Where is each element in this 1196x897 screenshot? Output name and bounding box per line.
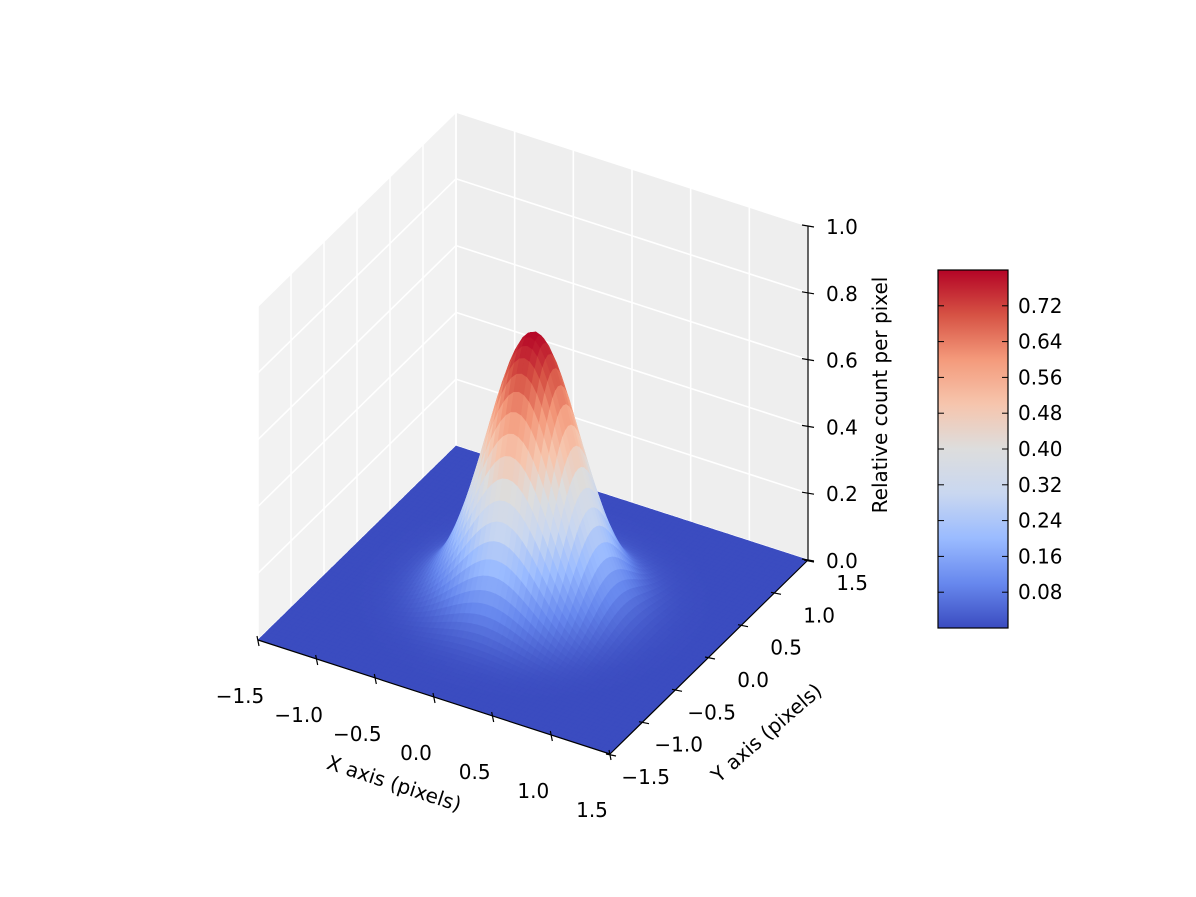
x-tick-label: −1.5 xyxy=(216,684,265,708)
z-tick-label: 0.2 xyxy=(826,482,858,506)
z-tick-label: 0.6 xyxy=(826,349,858,373)
x-tick-label: 1.5 xyxy=(576,798,608,822)
y-axis-title: Y axis (pixels) xyxy=(706,678,827,788)
gridline-z-back xyxy=(455,178,809,294)
z-tick-label: 1.0 xyxy=(826,215,858,239)
x-tick-label: 0.5 xyxy=(459,760,491,784)
gridline-z-side xyxy=(257,178,457,374)
y-tick-label: 0.0 xyxy=(737,668,769,692)
gridline-z-side xyxy=(257,245,457,441)
y-tick-label: 1.0 xyxy=(803,603,835,627)
y-tick-label: −1.5 xyxy=(621,765,670,789)
gridline-z-back xyxy=(455,244,809,361)
z-tick-label: 0.4 xyxy=(826,415,858,439)
y-tick-label: −0.5 xyxy=(687,700,736,724)
gridline-z-back xyxy=(455,111,809,227)
z-tick-label: 0.0 xyxy=(826,549,858,573)
y-tick-label: −1.0 xyxy=(654,733,703,757)
z-axis-title: Relative count per pixel xyxy=(868,277,892,514)
colorbar: 0.080.160.240.320.400.480.560.640.72 xyxy=(937,269,1063,629)
x-tick-label: −1.0 xyxy=(274,703,323,727)
y-tick-label: 0.5 xyxy=(770,636,802,660)
gridline-z-side xyxy=(257,111,457,307)
x-tick-label: 1.0 xyxy=(517,779,549,803)
x-axis-title: X axis (pixels) xyxy=(324,750,464,816)
gaussian-surface xyxy=(257,331,809,755)
colorbar-gradient xyxy=(937,269,1009,629)
gridline-z-side xyxy=(257,311,457,507)
z-tick-label: 0.8 xyxy=(826,282,858,306)
y-tick-label: 1.5 xyxy=(836,571,868,595)
x-tick-label: −0.5 xyxy=(333,722,382,746)
x-tick-label: 0.0 xyxy=(400,741,432,765)
y-tick xyxy=(605,753,617,757)
gridline-z-back xyxy=(455,311,809,428)
gridline-z-side xyxy=(257,378,457,574)
